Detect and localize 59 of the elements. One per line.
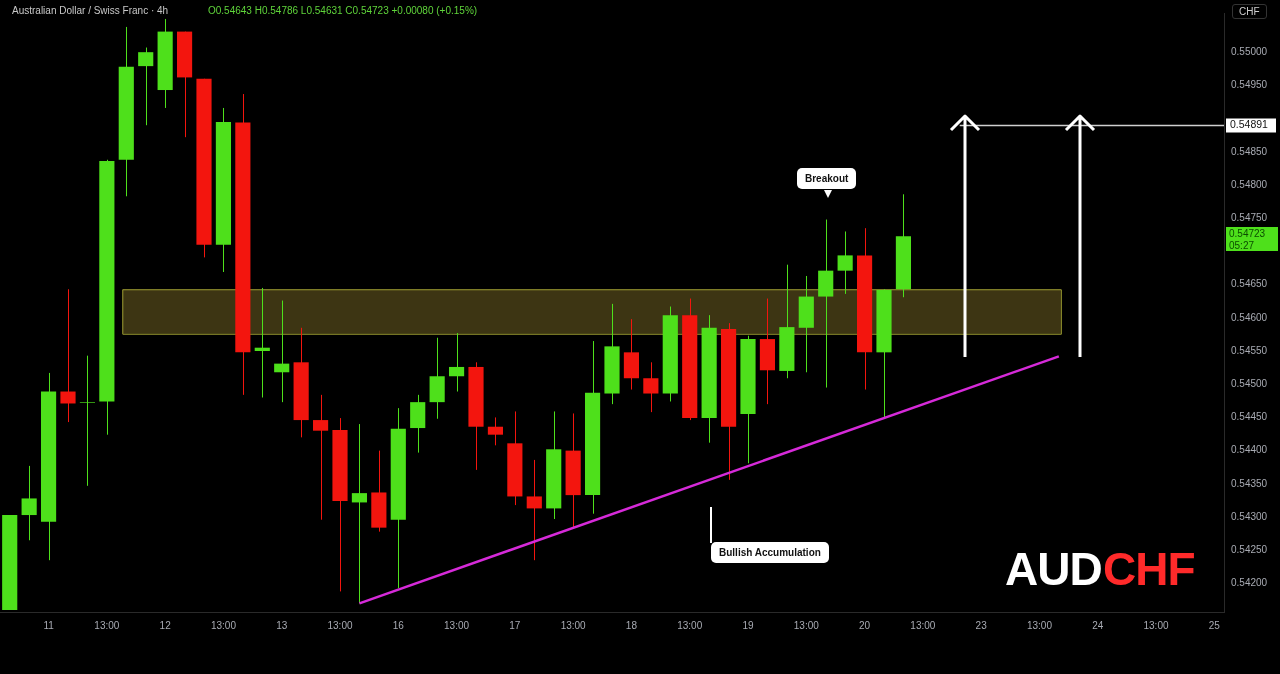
candlestick xyxy=(351,423,368,604)
candlestick xyxy=(448,332,465,393)
x-tick-label: 16 xyxy=(392,619,405,631)
x-tick-label: 13:00 xyxy=(1143,619,1169,631)
annotation: CHF xyxy=(1103,542,1195,596)
y-tick-label: 0.54500 xyxy=(1231,377,1268,389)
x-tick-label: 18 xyxy=(625,619,638,631)
y-tick-label: 0.54950 xyxy=(1231,79,1268,91)
annotation: Bullish Accumulation xyxy=(711,542,829,563)
x-tick-label: 13:00 xyxy=(1026,619,1053,631)
text: 0.54723 xyxy=(1226,227,1278,242)
x-tick-label: 20 xyxy=(859,619,871,631)
candlestick xyxy=(138,47,154,126)
y-tick-label: 0.54250 xyxy=(1231,543,1268,555)
x-tick-label: 25 xyxy=(1208,619,1221,631)
x-tick-label: 24 xyxy=(1092,619,1104,631)
y-tick-label: 0.54750 xyxy=(1231,211,1268,223)
x-tick-label: 19 xyxy=(742,619,754,631)
candlestick xyxy=(487,416,504,446)
annotation: Breakout xyxy=(797,168,857,189)
annotation: AUD xyxy=(1005,542,1102,596)
x-tick-label: 13:00 xyxy=(910,619,936,631)
chart-title: Australian Dollar / Swiss Franc · 4h xyxy=(12,5,169,16)
x-tick-label: 13:00 xyxy=(793,619,820,631)
y-axis-title: CHF xyxy=(1232,4,1267,19)
y-tick-label: 0.54300 xyxy=(1231,510,1268,522)
x-tick-label: 17 xyxy=(509,619,521,631)
y-tick-label: 0.54650 xyxy=(1231,278,1268,290)
candlestick xyxy=(643,361,659,413)
y-tick-label: 0.55000 xyxy=(1231,45,1268,57)
y-tick-label: 0.54350 xyxy=(1231,477,1268,489)
candlestick xyxy=(21,465,37,541)
x-tick-label: 12 xyxy=(159,619,172,631)
y-tick-label: 0.54200 xyxy=(1231,577,1268,589)
candlestick xyxy=(526,459,542,561)
x-tick-label: 13 xyxy=(276,619,288,631)
text: 05:27 xyxy=(1226,240,1278,252)
candlestick xyxy=(79,355,96,487)
x-tick-label: 13:00 xyxy=(560,619,587,631)
candlestick xyxy=(837,230,853,295)
candlestick xyxy=(254,287,270,398)
x-tick-label: 13:00 xyxy=(444,619,470,631)
chart-subtitle: O0.54643 H0.54786 L0.54631 C0.54723 +0.00080 (+0.15%) xyxy=(208,5,478,16)
ref-line-label: 0.54891 xyxy=(1230,118,1269,131)
y-tick-label: 0.54800 xyxy=(1231,178,1268,190)
candlestick xyxy=(60,288,76,423)
x-tick-label: 13:00 xyxy=(94,619,120,631)
x-tick-label: 13:00 xyxy=(210,619,237,631)
y-tick-label: 0.54850 xyxy=(1231,145,1268,157)
y-tick-label: 0.54450 xyxy=(1231,411,1268,423)
y-tick-label: 0.54600 xyxy=(1231,311,1268,323)
y-tick-label: 0.54550 xyxy=(1231,344,1268,356)
candlestick xyxy=(274,300,290,403)
x-tick-label: 13:00 xyxy=(677,619,703,631)
x-tick-label: 23 xyxy=(975,619,988,631)
x-tick-label: 11 xyxy=(43,619,55,631)
x-tick-label: 13:00 xyxy=(327,619,353,631)
candlestick xyxy=(312,394,329,521)
y-tick-label: 0.54400 xyxy=(1231,444,1268,456)
